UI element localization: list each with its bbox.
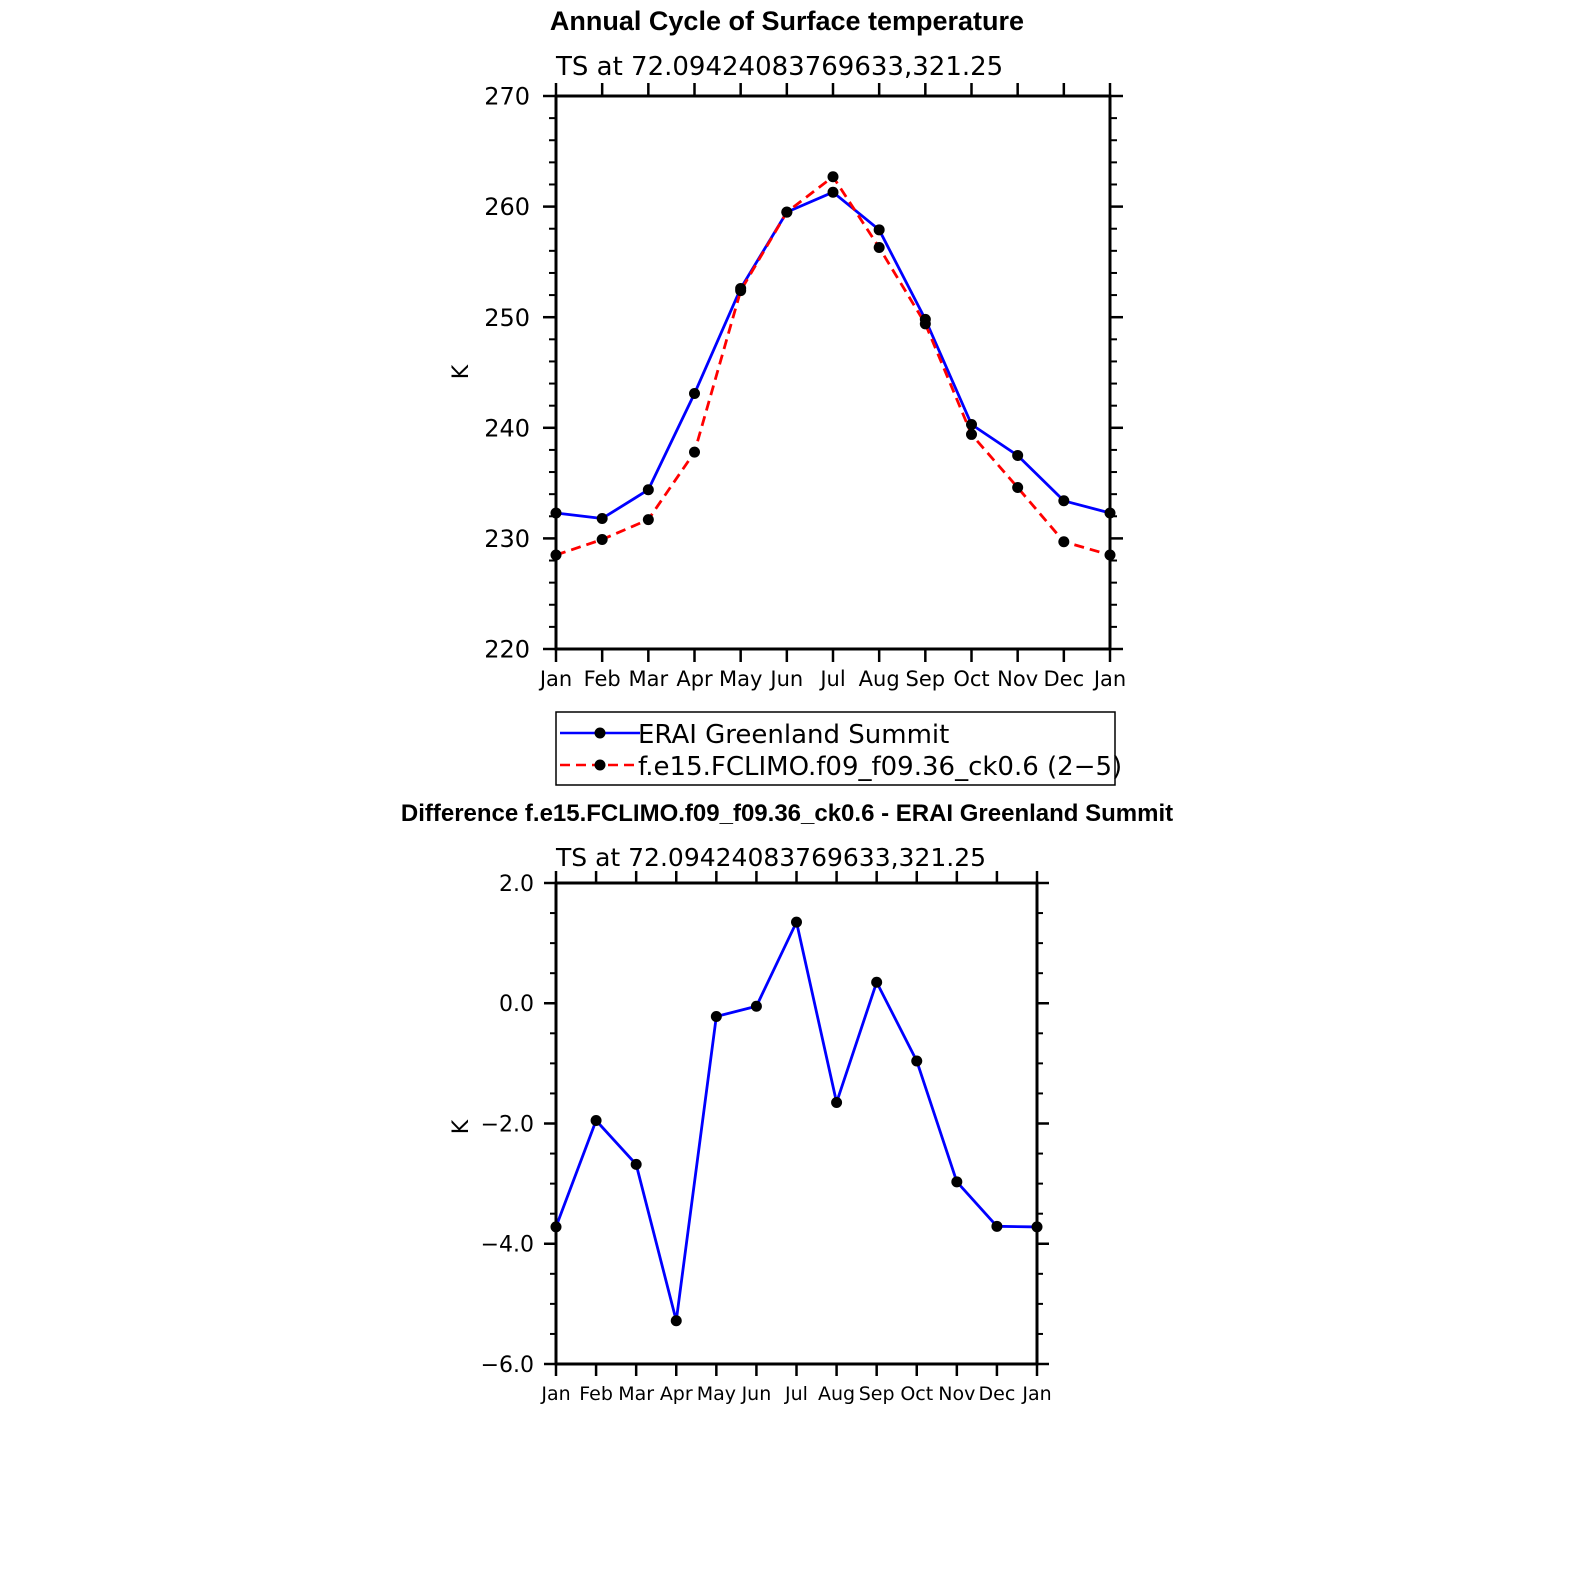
series-line-1 <box>555 175 1111 557</box>
x-tick-label: Jan <box>1021 1383 1051 1405</box>
top-plot-frame <box>554 94 1112 651</box>
y-tick-label: 220 <box>484 636 530 664</box>
data-point <box>1012 482 1024 494</box>
data-point <box>670 1315 682 1327</box>
data-point <box>827 171 839 183</box>
x-tick-label: Apr <box>660 1383 693 1405</box>
x-tick-label: Sep <box>859 1383 895 1405</box>
bottom-series-layer <box>550 916 1043 1327</box>
data-point <box>710 1010 722 1022</box>
data-point <box>750 1000 762 1012</box>
x-tick-label: Jun <box>768 667 803 691</box>
data-point <box>991 1220 1003 1232</box>
x-tick-label: Jul <box>818 667 845 691</box>
annual-cycle-chart: TS at 72.09424083769633,321.25 K Jan Feb M… <box>449 52 1126 786</box>
data-point <box>873 224 885 236</box>
x-tick-label: Mar <box>629 667 669 691</box>
data-point <box>791 916 802 928</box>
data-point <box>1058 495 1070 507</box>
y-tick-label: 270 <box>484 83 530 111</box>
data-point <box>827 186 839 198</box>
data-point <box>642 514 654 526</box>
x-tick-label: Apr <box>676 667 713 691</box>
x-tick-label: Jul <box>784 1383 808 1405</box>
x-tick-label: Oct <box>953 667 989 691</box>
legend: ERAI Greenland Summit f.e15.FCLIMO.f09_f… <box>555 711 1122 786</box>
x-tick-label: Sep <box>906 667 946 691</box>
x-tick-label: Feb <box>584 667 621 691</box>
legend-model-marker <box>594 759 606 771</box>
x-tick-label: Feb <box>579 1383 613 1405</box>
top-series-layer <box>550 171 1116 561</box>
data-point <box>831 1096 843 1108</box>
data-point <box>1012 449 1024 461</box>
bottom-axis-ticks: Jan Feb Mar Apr May Jun Jul Aug Sep Oct Nov Dec Jan−… <box>481 871 1052 1405</box>
data-point <box>919 318 931 330</box>
y-tick-label: −6.0 <box>481 1353 534 1378</box>
data-point <box>590 1114 602 1126</box>
chart-title-top: Annual Cycle of Surface temperature <box>549 6 1025 36</box>
data-point <box>966 418 977 430</box>
x-tick-label: Nov <box>997 667 1038 691</box>
bottom-y-axis-label: K <box>449 1119 474 1134</box>
data-point <box>1058 536 1070 548</box>
legend-box <box>555 711 1116 786</box>
y-tick-label: 0.0 <box>499 992 534 1017</box>
legend-erai-label: ERAI Greenland Summit <box>638 720 949 750</box>
data-point <box>911 1055 923 1067</box>
x-tick-label: May <box>719 667 762 691</box>
data-point <box>951 1176 963 1188</box>
series-line-0 <box>554 920 1038 1323</box>
data-point <box>642 484 654 496</box>
y-tick-label: 2.0 <box>499 872 534 897</box>
x-tick-label: Jan <box>540 1383 570 1405</box>
x-tick-label: Dec <box>1044 667 1085 691</box>
x-tick-label: Oct <box>900 1383 933 1405</box>
x-tick-label: Jun <box>741 1383 772 1405</box>
top-y-axis-label: K <box>449 364 474 379</box>
data-point <box>596 534 608 546</box>
data-point <box>735 285 747 297</box>
y-tick-label: 240 <box>484 414 530 442</box>
x-tick-label: Jan <box>538 667 572 691</box>
x-tick-label: Mar <box>618 1383 654 1405</box>
data-point <box>689 388 700 400</box>
bottom-plot-frame <box>554 881 1039 1366</box>
y-tick-label: −4.0 <box>481 1233 534 1258</box>
data-point <box>630 1158 642 1170</box>
legend-erai-marker <box>594 727 606 739</box>
top-subtitle: TS at 72.09424083769633,321.25 <box>555 52 1003 82</box>
data-point <box>596 512 608 524</box>
x-tick-label: May <box>697 1383 736 1405</box>
x-tick-label: Jan <box>1092 667 1126 691</box>
x-tick-label: Dec <box>979 1383 1016 1405</box>
y-tick-label: 230 <box>484 525 530 553</box>
legend-model-label: f.e15.FCLIMO.f09_f09.36_ck0.6 (2−5) <box>638 752 1122 782</box>
data-point <box>873 242 885 254</box>
bottom-subtitle: TS at 72.09424083769633,321.25 <box>555 843 986 872</box>
y-tick-label: 260 <box>484 193 530 221</box>
x-tick-label: Aug <box>818 1383 855 1405</box>
series-line-0 <box>555 190 1111 520</box>
data-point <box>689 446 700 458</box>
x-tick-label: Nov <box>938 1383 975 1405</box>
chart-title-bottom: Difference f.e15.FCLIMO.f09_f09.36_ck0.6… <box>400 800 1174 827</box>
data-point <box>871 976 883 988</box>
data-point <box>966 428 977 440</box>
y-tick-label: 250 <box>484 304 530 332</box>
data-point <box>781 206 793 218</box>
y-tick-label: −2.0 <box>481 1112 534 1137</box>
difference-chart: TS at 72.09424083769633,321.25 K Jan Feb M… <box>449 843 1052 1405</box>
x-tick-label: Aug <box>859 667 900 691</box>
top-axis-ticks: Jan Feb Mar Apr May Jun Jul Aug Sep Oct Nov Dec Jan 2… <box>484 83 1126 691</box>
